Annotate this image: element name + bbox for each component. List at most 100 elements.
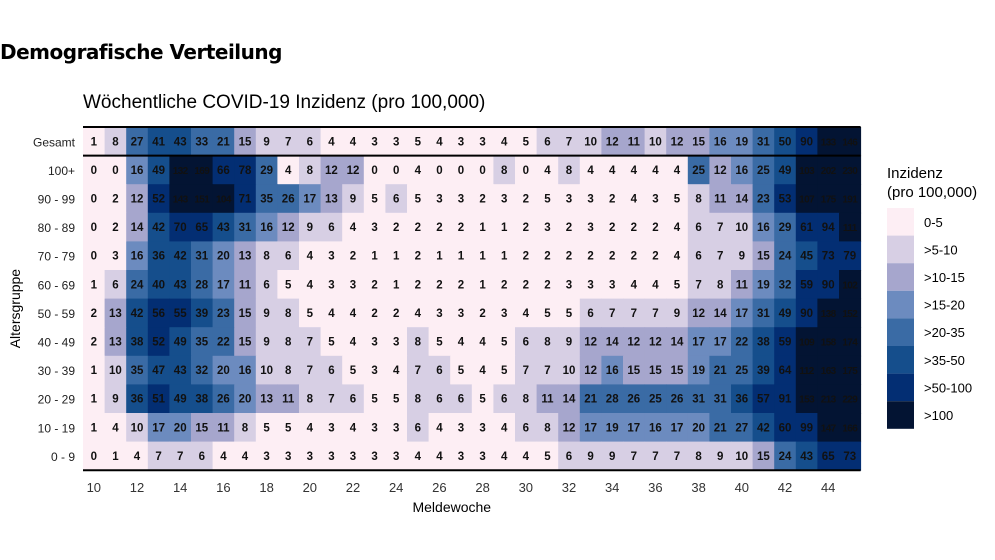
heatmap-cell	[666, 384, 689, 414]
heatmap-cell	[299, 413, 322, 443]
x-tick-label: 10	[87, 480, 101, 495]
heatmap-cell	[320, 327, 343, 357]
heatmap-cell	[752, 355, 775, 385]
heatmap-cell	[83, 241, 106, 271]
heatmap-cell	[342, 413, 365, 443]
heatmap-cell	[774, 155, 797, 185]
cell-value-label: 31	[757, 308, 770, 320]
heatmap-cell	[126, 212, 149, 242]
cell-value-label: 29	[260, 165, 273, 177]
cell-value-label: 4	[674, 165, 681, 177]
heatmap-cell	[795, 441, 818, 471]
cell-value-label: 19	[692, 365, 705, 377]
heatmap-cell	[666, 413, 689, 443]
heatmap-cell	[752, 298, 775, 328]
heatmap-cell	[234, 241, 257, 271]
cell-value-label: 7	[566, 136, 572, 148]
heatmap-cell	[83, 270, 106, 300]
cell-value-label: 15	[649, 365, 662, 377]
cell-value-label: 17	[627, 422, 640, 434]
cell-value-label: 9	[717, 451, 723, 463]
cell-value-label: 16	[735, 165, 748, 177]
cell-value-label: 3	[393, 451, 399, 463]
cell-value-label: 1	[501, 251, 508, 263]
cell-value-label: 1	[393, 279, 400, 291]
heatmap-cell	[731, 241, 754, 271]
cell-value-label: 40	[152, 279, 165, 291]
cell-value-label: 35	[131, 365, 144, 377]
cell-value-label: 24	[779, 251, 792, 263]
heatmap-cell	[709, 384, 732, 414]
heatmap-cell	[385, 298, 408, 328]
heatmap-cell	[839, 298, 862, 328]
heatmap-cell	[795, 127, 818, 157]
heatmap-cell	[579, 127, 602, 157]
heatmap-cell	[212, 155, 235, 185]
heatmap-cell	[601, 270, 624, 300]
heatmap-cell	[666, 212, 689, 242]
cell-value-label: 4	[307, 279, 314, 291]
cell-value-label: 31	[195, 251, 208, 263]
cell-value-label: 109	[799, 338, 815, 349]
cell-value-label: 2	[91, 337, 97, 349]
cell-value-label: 5	[501, 365, 508, 377]
heatmap-cell	[601, 413, 624, 443]
heatmap-cell	[839, 355, 862, 385]
cell-value-label: 31	[239, 222, 252, 234]
cell-value-label: 4	[652, 165, 659, 177]
cell-value-label: 138	[821, 309, 837, 320]
heatmap-cell	[536, 384, 559, 414]
heatmap-cell	[515, 355, 538, 385]
heatmap-cell	[212, 413, 235, 443]
heatmap-cell	[666, 441, 689, 471]
heatmap-cell	[277, 327, 300, 357]
cell-value-label: 26	[217, 394, 230, 406]
heatmap-cell	[277, 413, 300, 443]
heatmap-cell	[515, 298, 538, 328]
x-tick-label: 38	[691, 480, 705, 495]
cell-value-label: 2	[587, 251, 593, 263]
cell-value-label: 10	[735, 222, 748, 234]
cell-value-label: 103	[799, 166, 815, 177]
cell-value-label: 8	[717, 279, 724, 291]
heatmap-cell	[493, 155, 516, 185]
cell-value-label: 1	[91, 136, 98, 148]
heatmap-cell	[731, 212, 754, 242]
heatmap-cell	[579, 413, 602, 443]
cell-value-label: 42	[757, 422, 770, 434]
heatmap-cell	[428, 184, 451, 214]
cell-value-label: 3	[479, 136, 485, 148]
heatmap-cell	[126, 127, 149, 157]
cell-value-label: 2	[479, 308, 485, 320]
heatmap-cell	[731, 127, 754, 157]
cell-value-label: 12	[563, 422, 576, 434]
heatmap-cell	[450, 241, 473, 271]
cell-value-label: 2	[566, 251, 572, 263]
cell-value-label: 3	[371, 422, 377, 434]
cell-value-label: 158	[821, 338, 837, 349]
heatmap-cell	[104, 241, 127, 271]
cell-value-label: 4	[415, 165, 422, 177]
heatmap-cell	[234, 355, 257, 385]
heatmap-cell	[450, 413, 473, 443]
heatmap-cell	[731, 155, 754, 185]
cell-value-label: 6	[566, 451, 572, 463]
y-tick-label: 30 - 39	[38, 364, 76, 378]
heatmap-cell	[493, 241, 516, 271]
cell-value-label: 43	[174, 136, 187, 148]
cell-value-label: 78	[239, 165, 252, 177]
heatmap-cell	[774, 355, 797, 385]
heatmap-cell	[687, 298, 710, 328]
heatmap-cell	[147, 327, 170, 357]
y-tick-label: 70 - 79	[38, 250, 76, 264]
heatmap-cell	[644, 384, 667, 414]
heatmap-cell	[601, 212, 624, 242]
cell-value-label: 14	[606, 337, 619, 349]
cell-value-label: 6	[436, 365, 442, 377]
cell-value-label: 2	[458, 279, 464, 291]
cell-value-label: 57	[757, 394, 770, 406]
heatmap-cell	[839, 212, 862, 242]
cell-value-label: 10	[584, 136, 597, 148]
heatmap-cell	[320, 441, 343, 471]
